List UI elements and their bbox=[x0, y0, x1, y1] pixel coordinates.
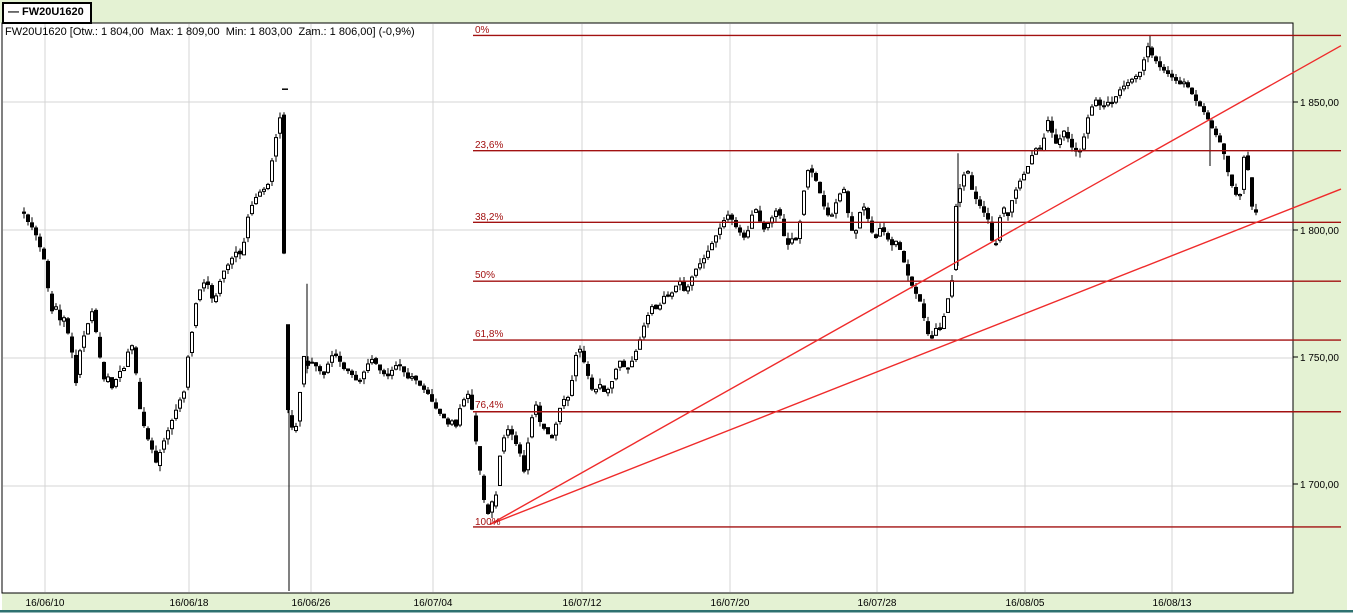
y-axis-label: 1 850,00 bbox=[1300, 98, 1339, 109]
trend-fan-lines[interactable] bbox=[489, 45, 1342, 526]
x-axis-label: 16/07/04 bbox=[414, 598, 453, 609]
fib-label-100: 100% bbox=[475, 517, 501, 528]
y-axis-label: 1 750,00 bbox=[1300, 353, 1339, 364]
fib-label-50: 50% bbox=[475, 270, 495, 281]
x-axis-label: 16/06/18 bbox=[170, 598, 209, 609]
fib-label-618: 61,8% bbox=[475, 329, 503, 340]
plot-area[interactable] bbox=[1, 22, 1294, 594]
x-axis-label: 16/08/13 bbox=[1153, 598, 1192, 609]
instrument-tab-label: FW20U1620 bbox=[22, 6, 84, 18]
x-axis-label: 16/06/10 bbox=[26, 598, 65, 609]
gridlines bbox=[3, 24, 1292, 592]
fib-label-236: 23,6% bbox=[475, 140, 503, 151]
quote-info-line: FW20U1620 [Otw.: 1 804,00 Max: 1 809,00 … bbox=[5, 26, 415, 38]
fib-label-382: 38,2% bbox=[475, 212, 503, 223]
y-axis-label: 1 700,00 bbox=[1300, 480, 1339, 491]
x-axis-label: 16/07/12 bbox=[563, 598, 602, 609]
instrument-tab[interactable]: — FW20U1620 bbox=[2, 2, 92, 24]
right-edge bbox=[1347, 0, 1353, 610]
fibonacci-retracement-lines[interactable] bbox=[473, 34, 1341, 528]
y-axis-label: 1 800,00 bbox=[1300, 226, 1339, 237]
x-axis-label: 16/06/26 bbox=[292, 598, 331, 609]
fib-label-0: 0% bbox=[475, 25, 490, 36]
x-axis-label: 16/07/20 bbox=[711, 598, 750, 609]
right-axis-margin bbox=[1293, 8, 1347, 611]
fib-label-764: 76,4% bbox=[475, 400, 503, 411]
x-axis-label: 16/07/28 bbox=[858, 598, 897, 609]
candlestick-series bbox=[22, 35, 1258, 591]
legend-line-icon: — bbox=[8, 6, 19, 18]
bottom-axis-margin bbox=[2, 593, 1293, 611]
x-axis-label: 16/08/05 bbox=[1006, 598, 1045, 609]
window-bottom-border bbox=[0, 610, 1353, 613]
top-margin bbox=[0, 0, 1349, 23]
